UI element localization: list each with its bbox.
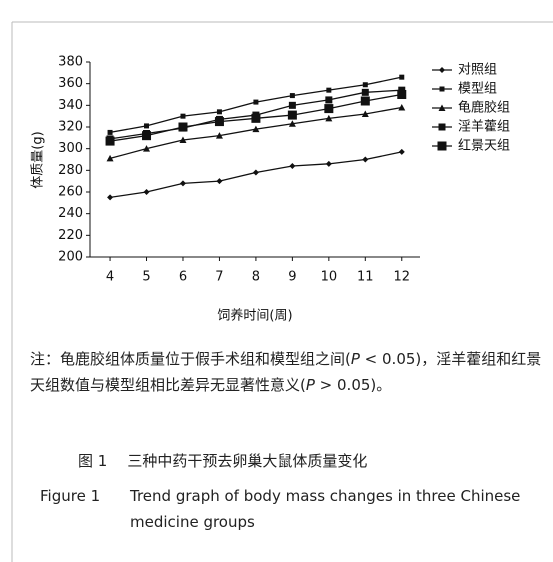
y-axis-title: 体质量(g) bbox=[31, 131, 46, 188]
x-tick-label: 11 bbox=[357, 270, 374, 285]
legend-label: 对照组 bbox=[458, 63, 497, 78]
marker bbox=[360, 96, 370, 106]
legend-marker bbox=[437, 141, 447, 151]
y-tick-label: 280 bbox=[58, 163, 83, 178]
x-tick-label: 8 bbox=[252, 270, 260, 285]
marker bbox=[361, 110, 369, 117]
marker bbox=[143, 189, 150, 195]
y-tick-label: 220 bbox=[58, 228, 83, 243]
x-tick-label: 7 bbox=[215, 270, 223, 285]
marker bbox=[399, 74, 405, 80]
x-tick-label: 6 bbox=[179, 270, 187, 285]
marker bbox=[252, 125, 260, 133]
y-tick-label: 380 bbox=[58, 55, 83, 70]
y-tick-label: 360 bbox=[58, 76, 83, 91]
legend-label: 淫羊藿组 bbox=[458, 119, 510, 135]
marker bbox=[107, 129, 113, 135]
note-text: > 0.05)。 bbox=[314, 376, 392, 394]
y-tick-label: 240 bbox=[58, 206, 83, 221]
note-text: P bbox=[350, 350, 360, 368]
marker bbox=[179, 136, 187, 143]
marker bbox=[106, 154, 114, 162]
caption-text: Trend graph of body mass changes in thre… bbox=[130, 487, 521, 531]
note: 注：龟鹿胶组体质量位于假手术组和模型组之间(P < 0.05)，淫羊藿组和红景天… bbox=[30, 346, 545, 398]
series-line bbox=[109, 76, 402, 134]
marker bbox=[142, 131, 152, 141]
marker bbox=[326, 87, 332, 93]
marker bbox=[288, 120, 296, 127]
caption-label: Figure 1 bbox=[40, 487, 101, 505]
marker bbox=[397, 90, 407, 99]
marker bbox=[289, 163, 296, 169]
marker bbox=[214, 117, 224, 127]
legend-marker bbox=[439, 67, 445, 73]
legend-marker bbox=[438, 104, 446, 111]
legend-label: 红景天组 bbox=[458, 138, 510, 154]
x-tick-label: 12 bbox=[393, 270, 410, 285]
marker bbox=[361, 88, 369, 96]
marker bbox=[252, 169, 259, 176]
x-tick-label: 9 bbox=[288, 270, 296, 285]
x-tick-label: 4 bbox=[106, 270, 114, 285]
y-tick-label: 200 bbox=[58, 250, 83, 265]
marker bbox=[216, 109, 222, 115]
marker bbox=[215, 132, 223, 139]
marker bbox=[362, 156, 369, 163]
y-tick-label: 260 bbox=[58, 185, 83, 200]
legend-marker bbox=[438, 123, 446, 131]
note-text: P bbox=[305, 376, 315, 394]
marker bbox=[253, 99, 259, 105]
marker bbox=[179, 180, 186, 187]
marker bbox=[144, 123, 150, 129]
caption-cn: 图 1 三种中药干预去卵巢大鼠体质量变化 bbox=[78, 450, 367, 471]
y-tick-label: 300 bbox=[58, 141, 83, 156]
marker bbox=[107, 194, 114, 201]
marker bbox=[324, 104, 334, 114]
marker bbox=[325, 114, 333, 122]
marker bbox=[325, 96, 333, 104]
x-tick-label: 10 bbox=[321, 270, 338, 285]
legend-label: 模型组 bbox=[458, 82, 497, 97]
chart: 体质量(g) 饲养时间(周) 200 220 240 260 280 300 320 340 3… bbox=[11, 21, 553, 340]
y-tick-label: 340 bbox=[58, 98, 83, 113]
x-tick-label: 5 bbox=[142, 270, 150, 285]
x-axis-title: 饲养时间(周) bbox=[217, 308, 292, 324]
caption-label: 图 1 bbox=[78, 452, 108, 470]
marker bbox=[216, 178, 223, 185]
marker bbox=[287, 110, 297, 120]
marker bbox=[180, 113, 186, 119]
caption-en: Figure 1 Trend graph of body mass changes… bbox=[40, 487, 540, 535]
caption-text: 三种中药干预去卵巢大鼠体质量变化 bbox=[127, 452, 368, 470]
marker bbox=[398, 148, 405, 155]
frame bbox=[11, 340, 13, 562]
marker bbox=[143, 145, 151, 152]
marker bbox=[362, 82, 368, 88]
marker bbox=[398, 104, 406, 111]
marker bbox=[289, 93, 295, 99]
marker bbox=[251, 113, 261, 123]
marker bbox=[325, 160, 332, 167]
legend-label: 龟鹿胶组 bbox=[458, 100, 510, 116]
marker bbox=[288, 101, 296, 109]
note-text: 注：龟鹿胶组体质量位于假手术组和模型组之间( bbox=[30, 350, 351, 368]
y-tick-label: 320 bbox=[58, 120, 83, 135]
note-text: < 0.05)，淫羊藿组和红景天组数值与模型组相比差异无显著性意义( bbox=[30, 350, 542, 394]
marker bbox=[178, 122, 188, 132]
marker bbox=[105, 136, 115, 146]
legend-marker bbox=[439, 86, 445, 92]
